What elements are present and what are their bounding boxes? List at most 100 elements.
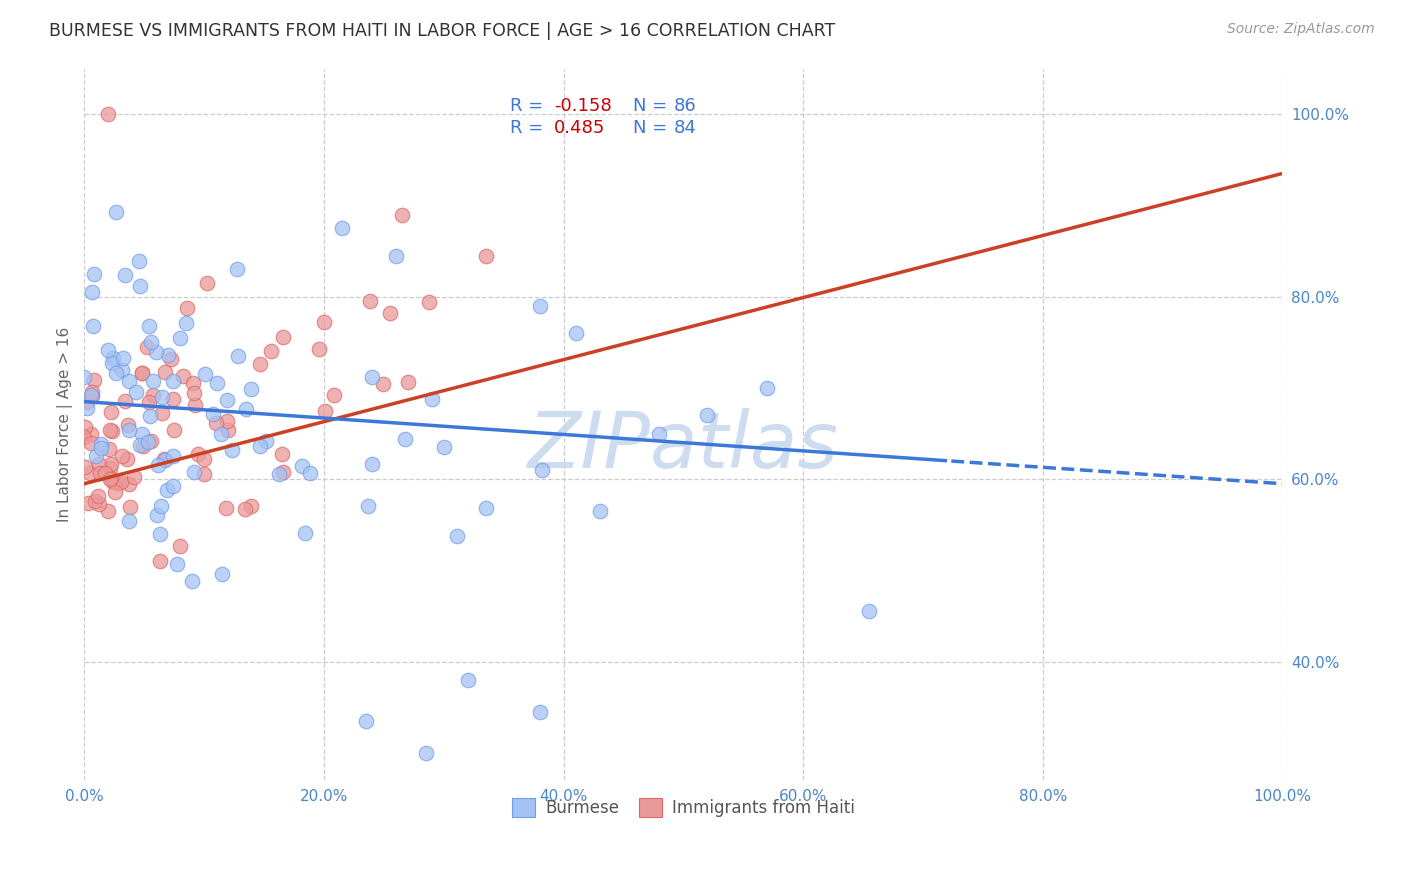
Point [360, 457, 382, 471]
Legend: Burmese, Immigrants from Haiti: Burmese, Immigrants from Haiti [503, 790, 863, 825]
Point [249, 357, 271, 371]
Point [138, 394, 160, 409]
Point [156, 348, 179, 362]
Point [529, 705, 551, 719]
Point [128, 437, 150, 451]
Point [80, 435, 103, 450]
Point [314, 404, 336, 418]
Point [111, 351, 134, 365]
Point [201, 408, 224, 422]
Point [129, 278, 152, 293]
Point [82, 285, 104, 299]
Point [211, 567, 233, 582]
Point [380, 305, 402, 319]
Point [696, 409, 718, 423]
Point [432, 441, 454, 455]
Point [180, 574, 202, 588]
Point [149, 526, 172, 541]
Point [97, 504, 120, 518]
Point [110, 475, 132, 489]
Point [100, 471, 122, 485]
Point [73, 370, 96, 384]
Point [564, 326, 586, 340]
Point [93, 466, 115, 480]
Point [446, 529, 468, 543]
Point [371, 377, 394, 392]
Point [136, 435, 159, 450]
Point [162, 392, 184, 406]
Point [98, 472, 121, 486]
Point [139, 434, 162, 449]
Point [111, 363, 134, 377]
Point [217, 423, 239, 437]
Point [361, 370, 384, 384]
Point [176, 301, 198, 316]
Point [756, 381, 779, 395]
Text: BURMESE VS IMMIGRANTS FROM HAITI IN LABOR FORCE | AGE > 16 CORRELATION CHART: BURMESE VS IMMIGRANTS FROM HAITI IN LABO… [49, 22, 835, 40]
Point [249, 439, 271, 453]
Point [118, 374, 141, 388]
Point [163, 423, 186, 437]
Point [530, 463, 553, 477]
Point [104, 204, 127, 219]
Point [172, 369, 194, 384]
Point [87, 490, 110, 504]
Y-axis label: In Labor Force | Age > 16: In Labor Force | Age > 16 [58, 326, 73, 522]
Point [97, 343, 120, 357]
Text: 0.485: 0.485 [554, 120, 606, 137]
Point [145, 508, 167, 523]
Point [205, 416, 228, 430]
Point [169, 540, 191, 554]
Point [312, 315, 335, 329]
Point [80, 388, 103, 402]
Point [273, 465, 295, 479]
Point [111, 449, 134, 463]
Point [169, 331, 191, 345]
Point [76, 394, 98, 409]
Point [153, 365, 176, 379]
Text: R =: R = [509, 97, 543, 115]
Point [101, 351, 124, 365]
Point [87, 457, 110, 471]
Text: 84: 84 [673, 120, 697, 137]
Text: R =: R = [509, 120, 543, 137]
Point [225, 262, 247, 277]
Point [89, 466, 111, 480]
Point [80, 384, 103, 399]
Point [139, 335, 162, 350]
Point [239, 499, 262, 513]
Point [153, 452, 176, 467]
Point [588, 504, 610, 518]
Point [83, 267, 105, 281]
Point [270, 447, 292, 461]
Point [162, 479, 184, 493]
Point [97, 107, 120, 121]
Point [136, 340, 159, 354]
Point [131, 366, 153, 380]
Point [391, 208, 413, 222]
Point [174, 316, 197, 330]
Point [117, 418, 139, 433]
Point [117, 423, 139, 437]
Point [195, 276, 218, 290]
Point [322, 388, 344, 402]
Point [420, 392, 443, 406]
Point [354, 714, 377, 728]
Point [166, 558, 188, 572]
Point [291, 458, 314, 473]
Point [183, 376, 205, 390]
Point [457, 673, 479, 687]
Point [150, 390, 173, 404]
Point [215, 392, 238, 407]
Text: N =: N = [633, 97, 668, 115]
Point [385, 249, 408, 263]
Point [418, 294, 440, 309]
Point [115, 452, 138, 467]
Point [217, 414, 239, 428]
Point [146, 458, 169, 473]
Point [80, 389, 103, 403]
Point [193, 467, 215, 482]
Point [394, 432, 416, 446]
Point [648, 426, 671, 441]
Point [415, 746, 437, 760]
